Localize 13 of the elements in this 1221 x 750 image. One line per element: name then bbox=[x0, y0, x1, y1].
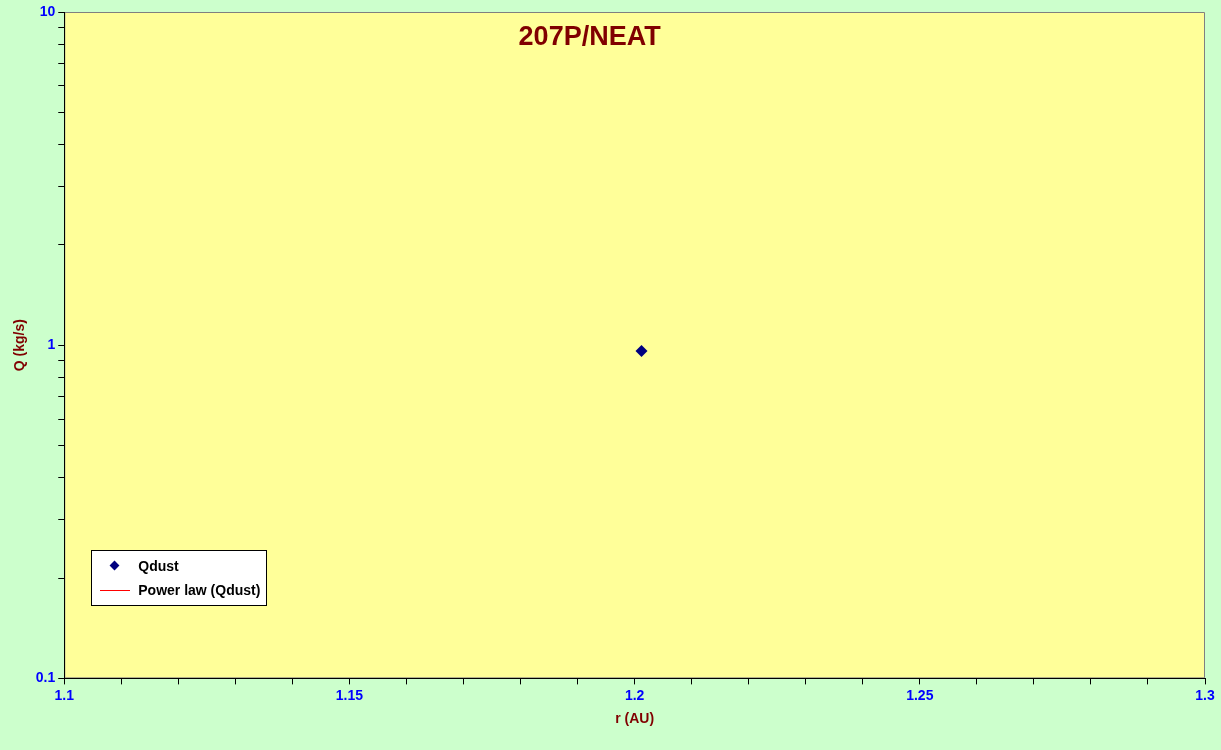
x-tick-label: 1.3 bbox=[1195, 686, 1215, 703]
legend-label: Qdust bbox=[138, 558, 179, 575]
y-tick-label: 0.1 bbox=[35, 669, 56, 686]
y-tick-label: 1 bbox=[47, 336, 56, 353]
chart-title: 207P/NEAT bbox=[518, 21, 662, 52]
x-axis-title: r (AU) bbox=[615, 710, 655, 727]
x-tick-label: 1.2 bbox=[624, 686, 645, 703]
x-tick-label: 1.25 bbox=[906, 686, 934, 703]
y-tick-label: 10 bbox=[39, 2, 56, 19]
legend-label: Power law (Qdust) bbox=[138, 582, 261, 599]
x-tick-label: 1.1 bbox=[54, 686, 75, 703]
y-axis-title: Q (kg/s) bbox=[11, 319, 28, 372]
x-tick-label: 1.15 bbox=[335, 686, 364, 703]
